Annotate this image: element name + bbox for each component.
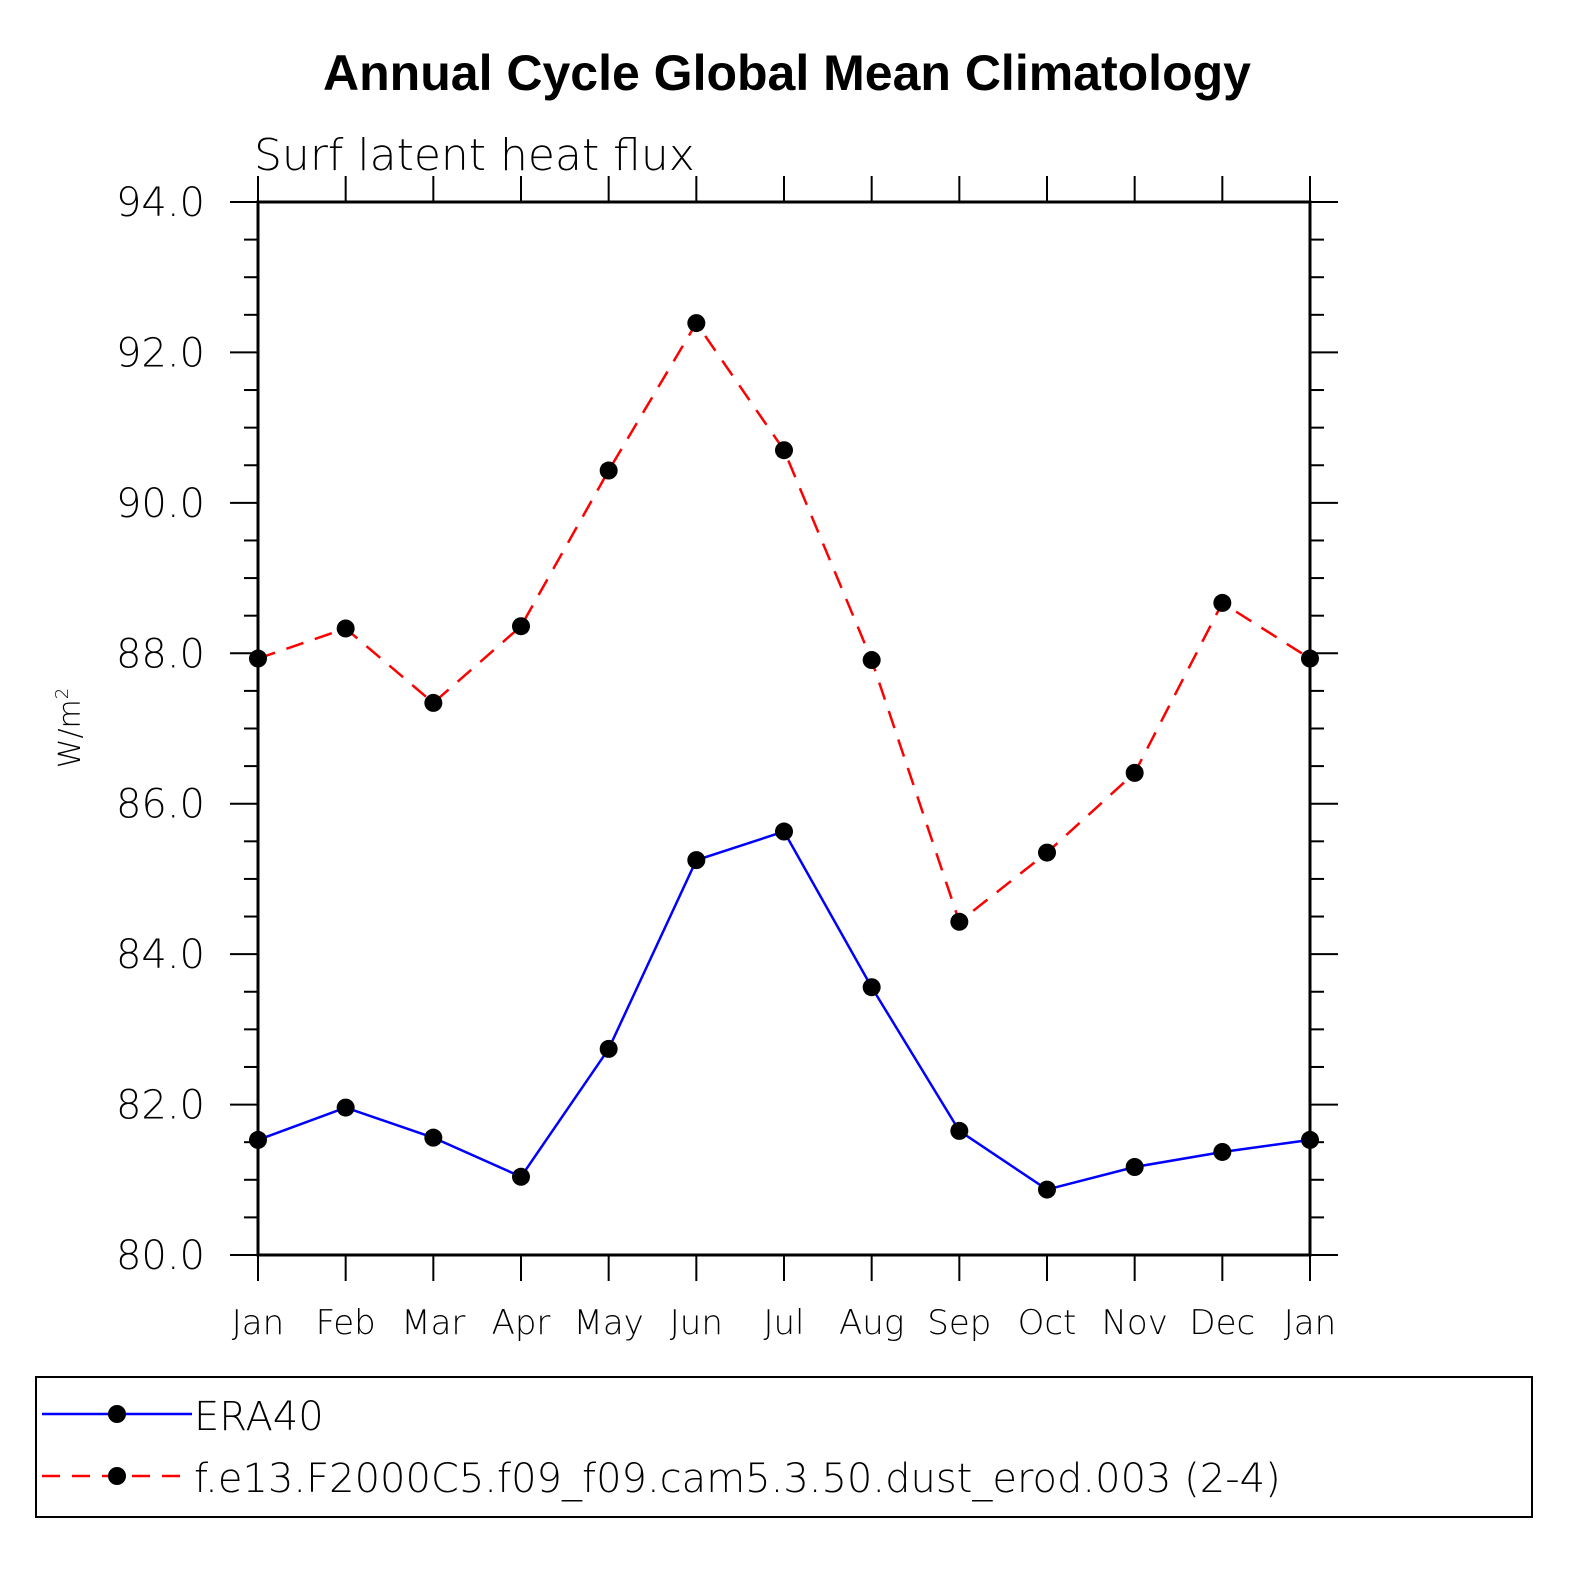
y-tick-label: 90.0 [116,481,205,527]
series-layer [249,314,1319,1199]
data-point [950,912,969,931]
y-axis-label-text: W/m [53,699,88,768]
legend-box [35,1376,1533,1518]
data-point [1038,843,1056,862]
x-tick-label: Jun [670,1303,723,1343]
data-point [1125,1157,1144,1176]
data-point [1213,593,1232,612]
data-point [775,441,793,460]
x-tick-label: Jul [763,1303,804,1343]
y-axis-label: W/m2 [52,688,88,768]
axes: 80.0 82.0 84.0 86.0 88.0 90.0 92.0 94.0 Jan Feb Ma… [116,176,1338,1343]
x-tick-label: Jan [1284,1303,1336,1343]
data-point [512,617,530,636]
data-point [249,1130,267,1149]
x-tick-label: Nov [1101,1303,1167,1343]
x-tick-label: Sep [927,1303,991,1343]
data-point [1038,1180,1056,1199]
y-tick-label: 92.0 [116,330,205,376]
data-point [599,1039,618,1058]
x-tick-label: May [574,1303,644,1343]
data-point [512,1167,530,1186]
svg-text:W/m2: W/m2 [52,688,88,768]
data-point [862,651,881,670]
plot-frame [256,200,1312,1257]
data-point [950,1121,969,1140]
data-point [599,461,618,480]
legend: ERA40 f.e13.F2000C5.f09_f09.cam5.3.50.dus… [35,1376,1533,1518]
y-tick-label: 80.0 [116,1233,205,1279]
data-point [336,619,355,638]
x-tick-label: Feb [316,1303,376,1343]
x-tick-label: Aug [839,1303,904,1343]
chart-subtitle: Surf latent heat flux [254,130,695,181]
y-tick-label: 88.0 [116,631,205,677]
data-point [775,822,793,841]
legend-marker-0 [108,1405,126,1423]
y-tick-label: 94.0 [116,180,205,226]
data-point [336,1098,355,1117]
data-point [687,314,706,333]
data-point [1213,1142,1232,1161]
series-0 [249,822,1319,1199]
data-point [1125,763,1144,782]
data-point [1301,649,1319,668]
data-point [862,978,881,997]
y-tick-label: 84.0 [116,932,205,978]
data-point [249,649,267,668]
data-point [687,851,706,870]
y-tick-label: 86.0 [116,782,205,828]
y-axis-label-superscript: 2 [52,688,73,699]
series-line [257,830,1311,1191]
x-tick-label: Dec [1189,1303,1255,1343]
legend-label-0: ERA40 [194,1394,324,1440]
data-point [1301,1130,1319,1149]
legend-label-1: f.e13.F2000C5.f09_f09.cam5.3.50.dust_ero… [194,1456,1281,1502]
x-tick-label: Oct [1018,1303,1077,1343]
y-tick-label: 82.0 [116,1083,205,1129]
x-tick-label: Jan [232,1303,284,1343]
chart-title: Annual Cycle Global Mean Climatology [323,45,1251,101]
series-1 [249,314,1319,931]
data-point [424,693,443,712]
x-tick-label: Mar [401,1303,465,1343]
legend-marker-1 [108,1467,126,1485]
data-point [424,1128,443,1147]
x-tick-label: Apr [492,1303,551,1343]
